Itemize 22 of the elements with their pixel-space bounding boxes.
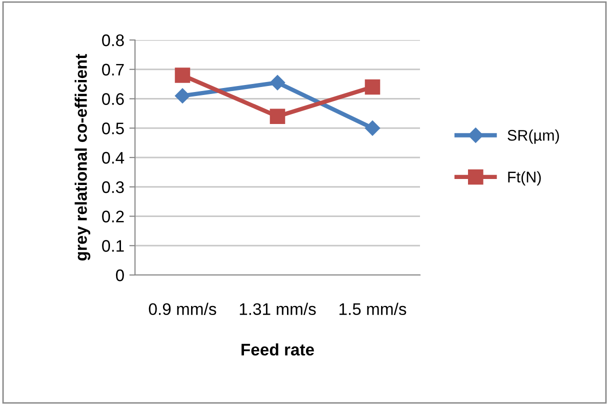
y-tick-label: 0.2: [102, 210, 124, 222]
y-axis-title: grey relational co-efficient: [74, 54, 90, 261]
x-tick-label: 0.9 mm/s: [148, 302, 216, 316]
point: [174, 68, 190, 83]
y-tick-label: 0.7: [102, 64, 124, 76]
x-tick-label: 1.31 mm/s: [240, 302, 316, 316]
x-axis-title: Feed rate: [242, 343, 314, 356]
point: [364, 120, 380, 136]
point: [270, 75, 286, 90]
legend-label: Ft(N): [508, 171, 541, 186]
y-tick-label: 0.1: [102, 240, 124, 252]
point: [364, 79, 380, 95]
y-tick-label: 0: [116, 269, 124, 282]
point: [174, 88, 190, 104]
y-tick-label: 0.8: [102, 34, 124, 46]
y-tick-label: 0.4: [102, 152, 124, 164]
legend-label: SR(µm): [508, 130, 559, 144]
y-tick-label: 0.3: [102, 181, 124, 194]
x-tick-label: 1.5 mm/s: [340, 302, 406, 316]
point: [270, 108, 286, 124]
y-tick-label: 0.6: [102, 93, 124, 105]
y-tick-label: 0.5: [102, 122, 124, 134]
